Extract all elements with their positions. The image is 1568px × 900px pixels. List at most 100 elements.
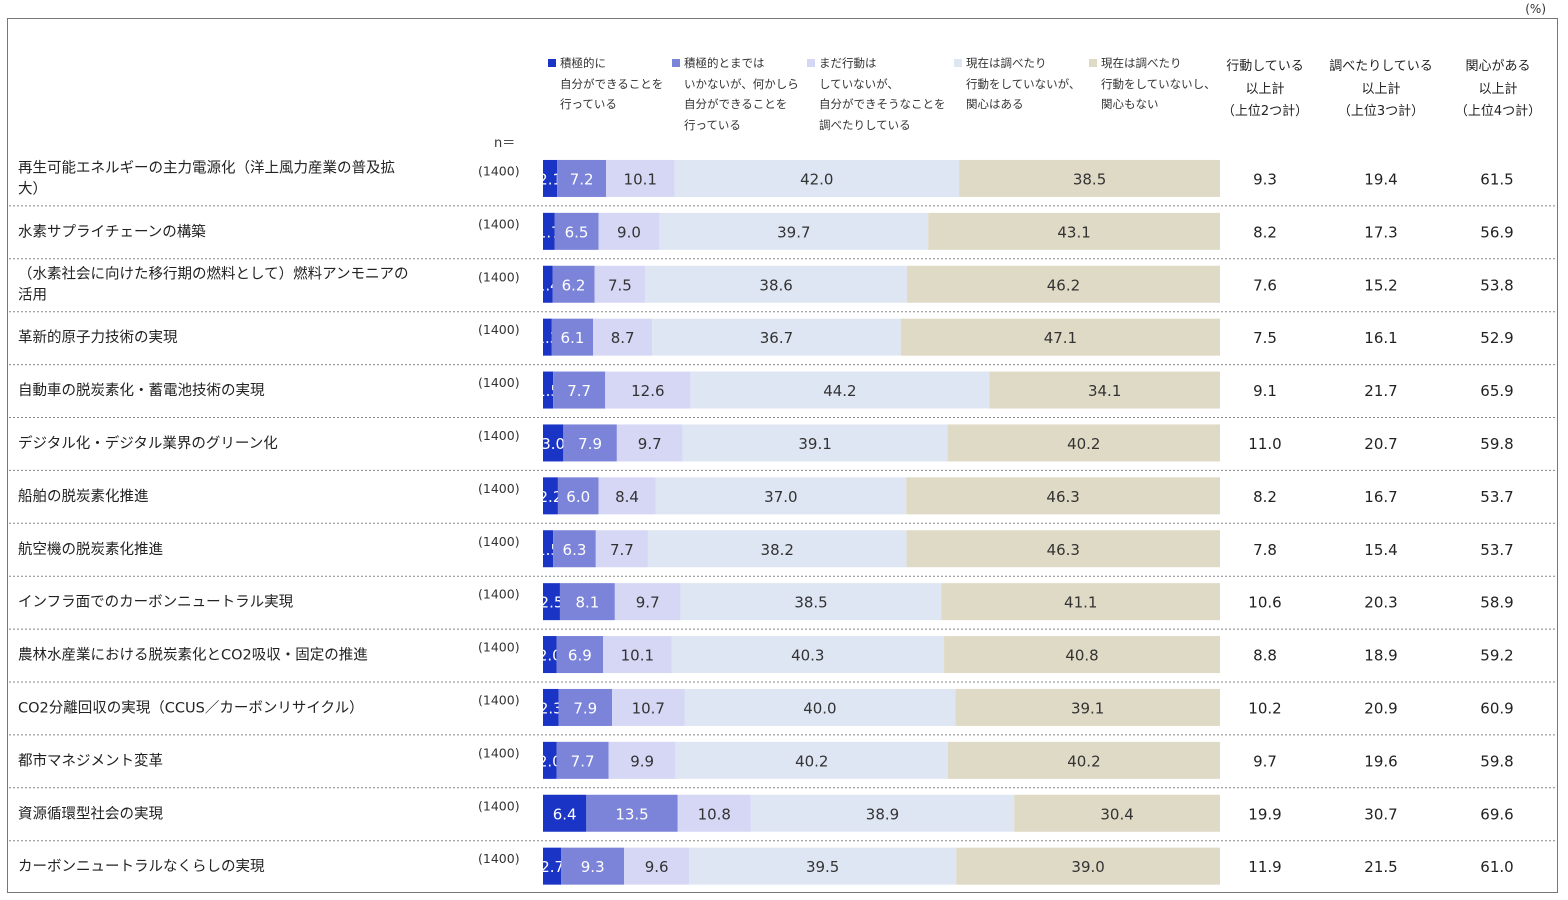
segment-label-4: 44.2 (823, 382, 856, 400)
bar-segment-2 (563, 424, 617, 462)
bar-segment-3 (594, 265, 646, 303)
legend-label-5: 現在は調べたり 行動をしていないし、 関心もない (1101, 56, 1216, 111)
segment-label-2: 7.9 (578, 435, 602, 453)
legend-swatch-5 (1089, 59, 1097, 67)
bar-segment-4 (682, 424, 948, 462)
legend-swatch-1 (548, 59, 556, 67)
bar-segment-1 (543, 794, 587, 832)
chart-frame (7, 18, 1558, 893)
bar-segment-4 (684, 688, 956, 726)
summary-value-1: 8.8 (1253, 647, 1277, 665)
bar-segment-4 (645, 265, 907, 303)
bar-segment-5 (956, 847, 1220, 885)
segment-label-5: 46.3 (1046, 488, 1079, 506)
row-n-value: (1400) (478, 428, 520, 443)
row-n-value: (1400) (478, 692, 520, 707)
bar-segment-4 (750, 794, 1015, 832)
segment-label-1: 2.3 (539, 699, 563, 717)
legend-label-3: まだ行動は していないが、 自分ができそうなことを 調べたりしている (819, 56, 946, 132)
bar-segment-2 (556, 741, 609, 779)
segment-label-5: 46.3 (1047, 541, 1080, 559)
summary-value-1: 19.9 (1248, 805, 1281, 823)
row-label: カーボンニュートラルなくらしの実現 (18, 858, 265, 875)
bar-segment-5 (944, 636, 1220, 674)
segment-label-5: 41.1 (1064, 594, 1097, 612)
summary-value-3: 69.6 (1480, 805, 1513, 823)
chart-row-8: 航空機の脱炭素化推進(1400) 1.5 6.3 7.7 38.2 46.3 7.8 15.4… (9, 530, 1556, 577)
bar-segment-4 (674, 159, 960, 197)
bar-segment-1 (543, 265, 553, 303)
row-n-value: (1400) (478, 375, 520, 390)
segment-label-2: 6.5 (565, 223, 589, 241)
row-n-value: (1400) (478, 587, 520, 602)
row-n-value: (1400) (478, 322, 520, 337)
row-label: 自動車の脱炭素化・蓄電池技術の実現 (18, 382, 265, 399)
row-label: 再生可能エネルギーの主力電源化（洋上風力産業の普及拡大） (18, 159, 395, 197)
legend-label-1: 積極的に 自分ができることを 行っている (560, 56, 664, 111)
bar-segment-3 (595, 530, 648, 568)
segment-label-5: 40.2 (1067, 435, 1100, 453)
bar-segment-2 (558, 688, 613, 726)
summary-value-2: 16.7 (1364, 488, 1397, 506)
segment-label-3: 9.6 (645, 858, 669, 876)
summary-value-3: 56.9 (1480, 223, 1513, 241)
segment-label-2: 7.7 (567, 382, 591, 400)
bar-segment-4 (690, 371, 990, 409)
segment-label-3: 8.4 (615, 488, 639, 506)
bar-segment-2 (557, 159, 607, 197)
summary-value-2: 15.4 (1364, 541, 1397, 559)
segment-label-3: 9.9 (630, 752, 654, 770)
summary-value-1: 8.2 (1253, 223, 1277, 241)
segment-label-3: 8.7 (611, 329, 635, 347)
segment-label-5: 40.8 (1065, 647, 1098, 665)
segment-label-2: 6.1 (561, 329, 585, 347)
segment-label-4: 37.0 (764, 488, 797, 506)
bar-segment-3 (624, 847, 690, 885)
segment-label-4: 40.3 (791, 647, 824, 665)
segment-label-4: 40.2 (795, 752, 828, 770)
bar-segment-5 (941, 583, 1220, 621)
bar-segment-4 (675, 741, 948, 779)
summary-value-2: 19.6 (1364, 752, 1397, 770)
segment-label-2: 13.5 (615, 805, 648, 823)
segment-label-4: 40.0 (803, 699, 836, 717)
segment-label-2: 6.2 (562, 276, 586, 294)
summary-value-1: 8.2 (1253, 488, 1277, 506)
chart-row-14: カーボンニュートラルなくらしの実現 (1400) 2.7 9.3 9.6 39.5 39.0… (18, 847, 1514, 885)
segment-label-5: 47.1 (1044, 329, 1077, 347)
summary-value-3: 53.8 (1480, 276, 1513, 294)
bar-segment-2 (559, 583, 615, 621)
row-n-value: (1400) (478, 851, 520, 866)
legend-swatch-2 (672, 59, 680, 67)
row-label: 資源循環型社会の実現 (18, 805, 163, 822)
segment-label-3: 9.7 (638, 435, 662, 453)
segment-label-5: 40.2 (1067, 752, 1100, 770)
summary-value-2: 30.7 (1364, 805, 1397, 823)
legend-label-4: 現在は調べたり 行動をしていないが、 関心はある (966, 56, 1081, 111)
summary-value-1: 9.1 (1253, 382, 1277, 400)
row-n-value: (1400) (478, 163, 520, 178)
row-n-value: (1400) (478, 534, 520, 549)
row-n-value: (1400) (478, 269, 520, 284)
summary-value-2: 15.2 (1364, 276, 1397, 294)
segment-label-1: 2.0 (538, 647, 562, 665)
chart-row-6: デジタル化・デジタル業界のグリーン化 (1400) 3.0 7.9 9.7 39.1 40.… (9, 424, 1556, 471)
row-label: 農林水産業における脱炭素化とCO2吸収・固定の推進 (18, 647, 368, 664)
bar-segment-3 (593, 318, 653, 356)
row-n-value: (1400) (478, 798, 520, 813)
row-n-value: (1400) (478, 745, 520, 760)
summary-value-1: 7.6 (1253, 276, 1277, 294)
summary-value-3: 59.8 (1480, 752, 1513, 770)
segment-label-2: 6.9 (568, 647, 592, 665)
bar-segment-2 (586, 794, 678, 832)
row-label: デジタル化・デジタル業界のグリーン化 (18, 434, 278, 452)
segment-label-2: 9.3 (581, 858, 605, 876)
row-n-value: (1400) (478, 216, 520, 231)
summary-value-1: 10.6 (1248, 594, 1281, 612)
segment-label-3: 10.7 (632, 699, 665, 717)
segment-label-2: 7.2 (570, 170, 594, 188)
summary-header-top3: 調べたりしている 以上計 （上位3つ計） (1329, 59, 1433, 119)
summary-value-3: 58.9 (1480, 594, 1513, 612)
segment-label-2: 6.3 (563, 541, 587, 559)
